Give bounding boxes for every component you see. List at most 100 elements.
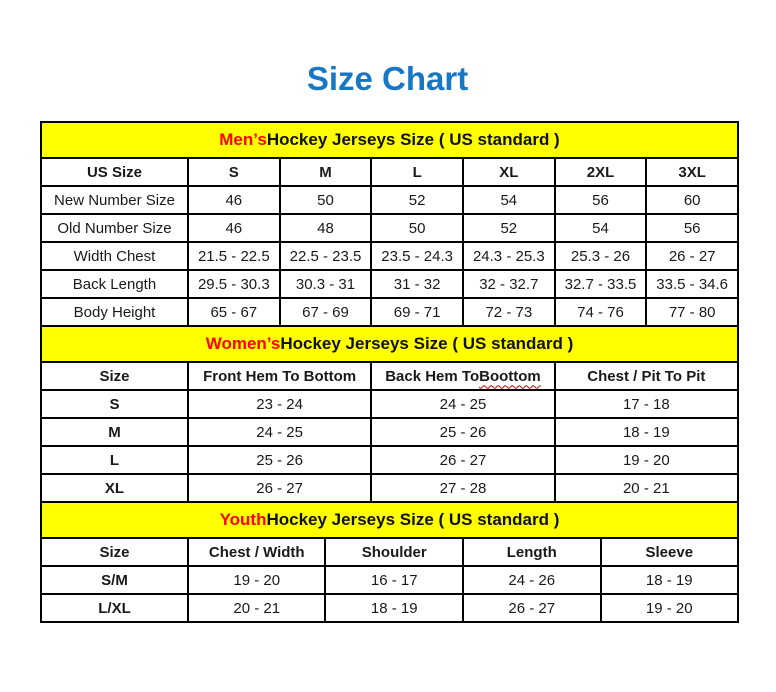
column-header: S [186, 159, 279, 185]
table-row: Old Number Size 46 48 50 52 54 56 [42, 213, 737, 241]
womens-header-row: Size Front Hem To Bottom Back Hem To Boo… [42, 361, 737, 389]
size-value: 69 - 71 [370, 299, 462, 325]
size-value: 67 - 69 [278, 299, 371, 325]
table-row: XL 26 - 27 27 - 28 20 - 21 [42, 473, 737, 501]
table-row: L/XL 20 - 21 18 - 19 26 - 27 19 - 20 [42, 593, 737, 621]
size-value: 30.3 - 31 [278, 271, 371, 297]
size-value: 19 - 20 [553, 447, 737, 473]
row-label: Width Chest [73, 247, 156, 265]
column-header: US Size [86, 163, 142, 181]
size-value: 19 - 20 [186, 567, 325, 593]
row-label: M [108, 423, 121, 441]
size-value: 26 - 27 [645, 243, 737, 269]
row-label: New Number Size [54, 191, 175, 209]
size-value: 32.7 - 33.5 [553, 271, 646, 297]
column-header: 3XL [645, 159, 737, 185]
youth-header-row: Size Chest / Width Shoulder Length Sleev… [42, 537, 737, 565]
column-header: Back Hem To Boottom [370, 363, 553, 389]
size-value: 25 - 26 [186, 447, 370, 473]
column-header: Length [462, 539, 600, 565]
size-value: 24 - 26 [462, 567, 600, 593]
size-value: 60 [645, 187, 737, 213]
table-row: S 23 - 24 24 - 25 17 - 18 [42, 389, 737, 417]
size-value: 52 [370, 187, 462, 213]
size-value: 19 - 20 [599, 595, 738, 621]
size-value: 77 - 80 [645, 299, 737, 325]
size-value: 24.3 - 25.3 [461, 243, 554, 269]
size-value: 74 - 76 [553, 299, 646, 325]
mens-band-accent-text: Men’s [219, 130, 267, 149]
size-value: 56 [645, 215, 737, 241]
size-value: 54 [461, 187, 554, 213]
row-label: Back Length [72, 275, 157, 293]
size-value: 18 - 19 [553, 419, 737, 445]
size-value: 52 [461, 215, 554, 241]
table-row: L 25 - 26 26 - 27 19 - 20 [42, 445, 737, 473]
size-value: 31 - 32 [370, 271, 462, 297]
womens-section-band: Women’s Hockey Jerseys Size ( US standar… [42, 325, 737, 361]
size-value: 25 - 26 [370, 419, 553, 445]
column-header-text: Back Hem To [385, 367, 480, 385]
size-value: 56 [553, 187, 646, 213]
size-value: 24 - 25 [370, 391, 553, 417]
size-value: 25.3 - 26 [553, 243, 646, 269]
youth-section-band: Youth Hockey Jerseys Size ( US standard … [42, 501, 737, 537]
column-header: Size [99, 543, 130, 561]
table-row: M 24 - 25 25 - 26 18 - 19 [42, 417, 737, 445]
size-value: 32 - 32.7 [461, 271, 554, 297]
row-label: S [109, 395, 120, 413]
size-value: 72 - 73 [461, 299, 554, 325]
row-label: XL [104, 479, 125, 497]
column-header: M [278, 159, 371, 185]
table-row: S/M 19 - 20 16 - 17 24 - 26 18 - 19 [42, 565, 737, 593]
size-value: 23 - 24 [186, 391, 370, 417]
column-header: Chest / Pit To Pit [553, 363, 737, 389]
mens-section-band: Men’s Hockey Jerseys Size ( US standard … [42, 123, 737, 157]
size-value: 48 [278, 215, 371, 241]
size-value: 18 - 19 [599, 567, 738, 593]
column-header: Sleeve [599, 539, 738, 565]
youth-band-accent-text: Youth [219, 510, 267, 529]
size-value: 46 [186, 187, 279, 213]
table-row: Body Height 65 - 67 67 - 69 69 - 71 72 -… [42, 297, 737, 325]
youth-band-text: Hockey Jerseys Size ( US standard ) [266, 510, 560, 529]
row-label: Old Number Size [57, 219, 172, 237]
mens-band-text: Hockey Jerseys Size ( US standard ) [266, 130, 560, 149]
size-value: 27 - 28 [370, 475, 553, 501]
row-label: S/M [101, 571, 128, 589]
size-value: 46 [186, 215, 279, 241]
size-value: 50 [278, 187, 371, 213]
size-value: 50 [370, 215, 462, 241]
column-header: Chest / Width [186, 539, 325, 565]
column-header: L [370, 159, 462, 185]
size-value: 26 - 27 [370, 447, 553, 473]
table-row: New Number Size 46 50 52 54 56 60 [42, 185, 737, 213]
womens-band-text: Hockey Jerseys Size ( US standard ) [280, 334, 574, 353]
size-chart-table: Men’s Hockey Jerseys Size ( US standard … [40, 121, 739, 623]
table-row: Back Length 29.5 - 30.3 30.3 - 31 31 - 3… [42, 269, 737, 297]
column-header: 2XL [553, 159, 646, 185]
size-value: 26 - 27 [462, 595, 600, 621]
size-value: 33.5 - 34.6 [645, 271, 737, 297]
size-value: 65 - 67 [186, 299, 279, 325]
misspelled-word: Boottom [479, 367, 541, 385]
row-label: L [109, 451, 120, 469]
size-value: 22.5 - 23.5 [278, 243, 371, 269]
size-value: 54 [553, 215, 646, 241]
womens-band-accent-text: Women’s [205, 334, 281, 353]
size-value: 16 - 17 [324, 567, 462, 593]
size-value: 21.5 - 22.5 [186, 243, 279, 269]
row-label: Body Height [73, 303, 156, 321]
column-header: Front Hem To Bottom [186, 363, 370, 389]
size-value: 24 - 25 [186, 419, 370, 445]
table-row: Width Chest 21.5 - 22.5 22.5 - 23.5 23.5… [42, 241, 737, 269]
size-value: 20 - 21 [186, 595, 325, 621]
size-value: 26 - 27 [186, 475, 370, 501]
column-header: Shoulder [324, 539, 462, 565]
size-value: 29.5 - 30.3 [186, 271, 279, 297]
page-title: Size Chart [306, 60, 469, 97]
column-header: XL [461, 159, 554, 185]
size-value: 17 - 18 [553, 391, 737, 417]
row-label: L/XL [98, 599, 131, 617]
